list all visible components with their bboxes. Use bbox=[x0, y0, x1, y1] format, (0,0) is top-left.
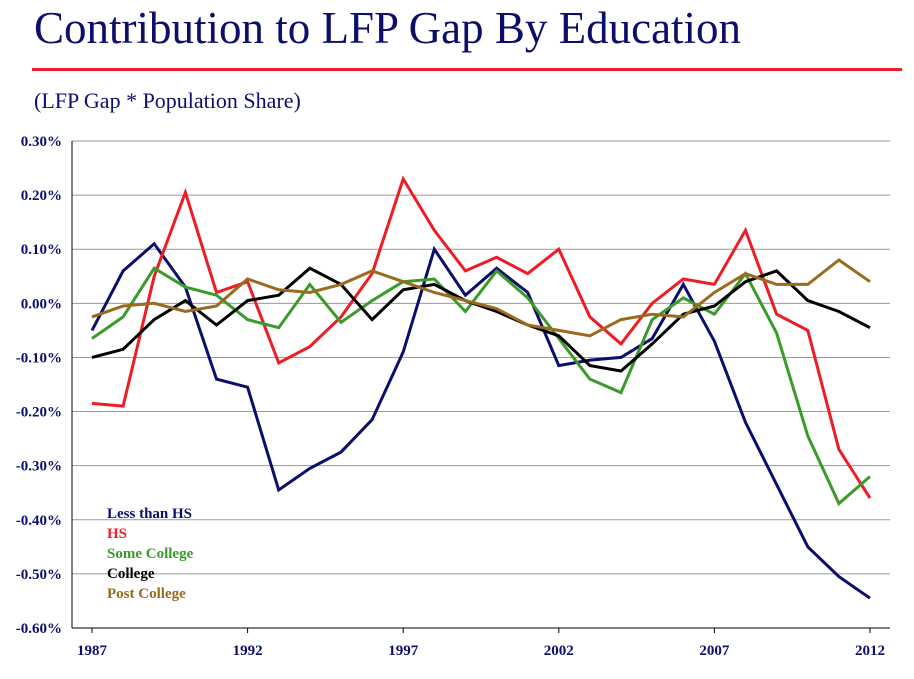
legend-entry-hs: HS bbox=[107, 526, 127, 542]
y-tick-label: 0.30% bbox=[21, 134, 62, 150]
legend: Less than HS HS Some College College Post Co… bbox=[107, 506, 194, 602]
y-tick-label: 0.20% bbox=[21, 188, 62, 204]
legend-entry-college: College bbox=[107, 566, 155, 582]
chart-subtitle: (LFP Gap * Population Share) bbox=[34, 88, 301, 113]
y-tick-label: 0.10% bbox=[21, 242, 62, 258]
y-tick-label: -0.30% bbox=[16, 459, 62, 475]
legend-entry-some-college: Some College bbox=[107, 546, 194, 562]
y-tick-label: 0.00% bbox=[21, 296, 62, 312]
y-axis-tick-labels: 0.30% 0.20% 0.10% 0.00% -0.10% -0.20% -0.30% -0… bbox=[16, 134, 62, 637]
series-line-hs bbox=[91, 175, 872, 499]
y-tick-label: -0.20% bbox=[16, 405, 62, 421]
series-line-post-college bbox=[91, 258, 871, 338]
x-tick-label: 2012 bbox=[855, 643, 885, 659]
x-tick-label: 2002 bbox=[544, 643, 574, 659]
y-tick-label: -0.50% bbox=[16, 567, 62, 583]
legend-entry-less-than-hs: Less than HS bbox=[107, 506, 192, 522]
series-line-some-college bbox=[91, 266, 871, 506]
chart-title: Contribution to LFP Gap By Education bbox=[34, 3, 742, 53]
series-line-less-than-hs bbox=[90, 241, 871, 600]
x-tick-label: 2007 bbox=[699, 643, 730, 659]
y-tick-label: -0.10% bbox=[16, 350, 62, 366]
x-tick-label: 1992 bbox=[233, 643, 263, 659]
axes bbox=[71, 141, 890, 633]
title-divider bbox=[32, 68, 902, 71]
x-tick-label: 1987 bbox=[77, 643, 108, 659]
x-tick-label: 1997 bbox=[388, 643, 419, 659]
series-lines bbox=[90, 175, 872, 600]
legend-entry-post-college: Post College bbox=[107, 586, 186, 602]
y-tick-label: -0.60% bbox=[16, 621, 62, 637]
x-axis-tick-labels: 1987 1992 1997 2002 2007 2012 bbox=[77, 643, 885, 659]
gridlines bbox=[72, 140, 890, 629]
y-tick-label: -0.40% bbox=[16, 513, 62, 529]
